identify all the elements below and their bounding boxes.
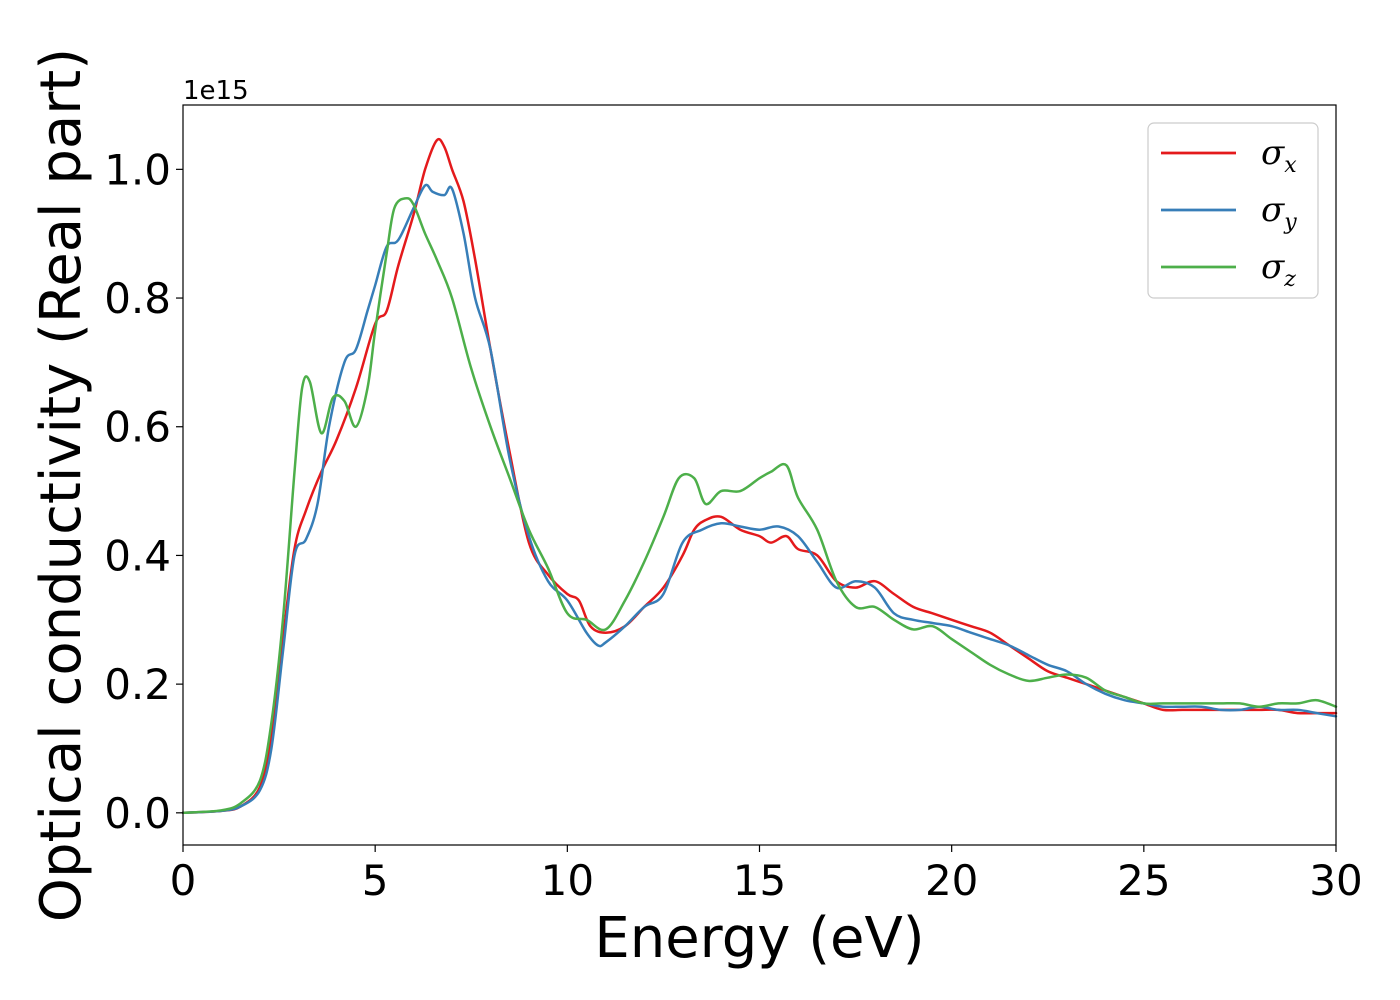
x-tick-label: 0 — [170, 856, 197, 905]
y-tick-label: 0.6 — [104, 403, 171, 452]
y-offset-label: 1e15 — [183, 76, 249, 106]
x-axis: 0 5 10 15 20 25 30 — [170, 845, 1363, 905]
plot-area — [181, 137, 1338, 815]
legend-label-base: σ — [1261, 247, 1285, 287]
legend-label-y: σy — [1261, 190, 1297, 235]
x-tick-label: 10 — [541, 856, 594, 905]
legend-label-sub: z — [1283, 267, 1296, 292]
y-tick-label: 0.4 — [104, 531, 171, 580]
y-tick-label: 0.8 — [104, 274, 171, 323]
x-axis-label: Energy (eV) — [594, 906, 924, 971]
x-tick-label: 25 — [1117, 856, 1170, 905]
y-tick-label: 1.0 — [104, 145, 171, 194]
legend-label-base: σ — [1261, 190, 1285, 230]
y-axis-label: Optical conductivity (Real part) — [29, 48, 94, 922]
y-tick-label: 0.0 — [104, 789, 171, 838]
x-tick-label: 30 — [1309, 856, 1362, 905]
legend-label-z: σz — [1261, 247, 1296, 292]
series-line-y — [181, 183, 1338, 815]
series-line-z — [181, 196, 1338, 815]
x-tick-label: 15 — [733, 856, 786, 905]
legend-label-sub: x — [1284, 153, 1297, 178]
legend-label-base: σ — [1261, 133, 1285, 173]
x-tick-label: 5 — [362, 856, 389, 905]
legend-label-sub: y — [1283, 210, 1297, 235]
legend-label-x: σx — [1261, 133, 1297, 178]
y-axis: 0.0 0.2 0.4 0.6 0.8 1.0 — [104, 145, 183, 838]
x-tick-label: 20 — [925, 856, 978, 905]
y-tick-label: 0.2 — [104, 660, 171, 709]
